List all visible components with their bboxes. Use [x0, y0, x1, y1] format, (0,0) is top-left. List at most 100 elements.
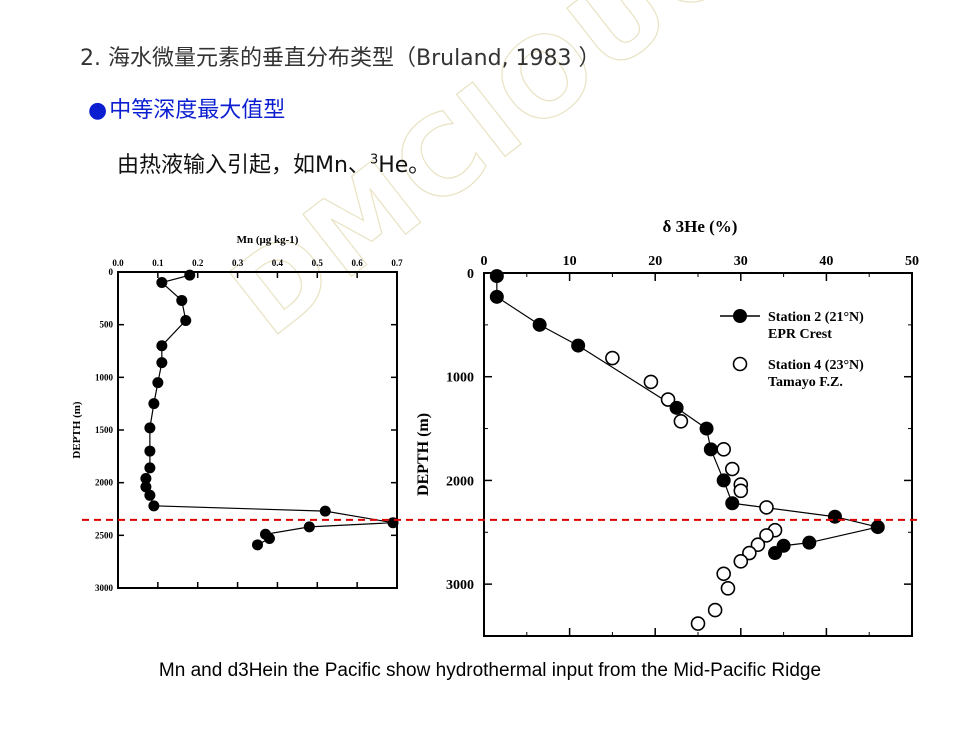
y-tick-label: 1000	[446, 371, 474, 386]
station4-data-point	[605, 350, 620, 366]
x-tick-label: 0.2	[192, 258, 204, 268]
station4-data-point	[759, 500, 774, 515]
x-tick-label: 0.1	[152, 258, 164, 268]
station4-data-point	[690, 616, 706, 631]
y-tick-label: 0	[467, 267, 474, 282]
y-tick-label: 2000	[95, 478, 114, 488]
legend-label-station2: Station 2 (21°N)	[768, 310, 864, 325]
x-tick-label: 30	[734, 254, 748, 269]
chart-title: Mn (μg kg-1)	[237, 234, 299, 246]
station2-data-point	[802, 535, 817, 550]
station4-data-point	[724, 461, 740, 477]
mn-data-point	[156, 277, 168, 289]
legend-marker-station4	[732, 356, 748, 372]
x-tick-label: 20	[648, 254, 662, 269]
chart-title: δ 3He (%)	[663, 217, 738, 236]
y-tick-label: 3000	[446, 578, 474, 593]
description: 由热液输入引起，如Mn、3He。	[117, 147, 430, 179]
mn-data-point	[319, 505, 331, 517]
station4-data-point	[707, 602, 723, 618]
legend-marker-station2	[733, 309, 747, 323]
section-heading-text: 中等深度最大值型	[109, 98, 286, 123]
y-axis-label: DEPTH (m)	[71, 401, 83, 458]
mn-data-point	[140, 481, 152, 493]
station2-segment	[577, 345, 677, 409]
x-tick-label: 0.0	[112, 258, 124, 268]
y-tick-label: 1500	[95, 425, 114, 435]
x-tick-label: 0.3	[232, 258, 244, 268]
description-text: 由热液输入引起，如Mn、	[117, 153, 370, 178]
x-tick-label: 0	[481, 254, 488, 269]
station4-data-point	[750, 537, 766, 553]
mn-data-point	[252, 539, 263, 551]
x-tick-label: 0.7	[391, 258, 403, 268]
station2-data-point	[703, 442, 718, 457]
section-heading: ●中等深度最大值型	[88, 92, 285, 124]
mn-data-point	[144, 445, 156, 457]
mn-data-point	[144, 462, 156, 474]
legend-label-station4: Station 4 (23°N)	[768, 358, 864, 373]
legend-label-station4-line2: Tamayo F.Z.	[768, 375, 843, 390]
station2-data-point	[768, 546, 783, 561]
mn-data-point	[176, 294, 188, 306]
station4-data-point	[733, 554, 749, 569]
station4-data-point	[660, 392, 676, 407]
y-axis-label: DEPTH (m)	[415, 413, 432, 496]
station2-data-point	[725, 496, 740, 511]
station2-segment	[834, 516, 878, 528]
description-suffix: He。	[378, 153, 431, 178]
x-tick-label: 40	[819, 254, 833, 269]
station4-data-point	[733, 483, 749, 499]
y-tick-label: 1000	[95, 372, 114, 382]
y-tick-label: 2500	[95, 530, 114, 540]
station2-segment	[809, 526, 878, 544]
mn-data-point	[156, 357, 168, 369]
x-tick-label: 50	[905, 254, 919, 269]
legend-label-station2-line2: EPR Crest	[768, 327, 832, 342]
station2-data-point	[870, 520, 885, 535]
station2-segment	[496, 296, 540, 326]
x-tick-label: 0.5	[312, 258, 324, 268]
y-tick-label: 2000	[446, 474, 474, 489]
y-tick-label: 0	[109, 267, 114, 277]
station2-segment	[732, 502, 836, 518]
station4-data-point	[716, 566, 731, 582]
mn-data-point	[184, 269, 196, 281]
mn-data-point	[156, 340, 168, 352]
station2-data-point	[489, 289, 504, 304]
station4-data-point	[673, 414, 689, 429]
mn-data-point	[180, 314, 192, 326]
station4-data-point	[742, 545, 757, 561]
station2-data-point	[699, 421, 714, 436]
station2-data-point	[571, 338, 586, 353]
station2-data-point	[489, 269, 504, 284]
mn-data-point	[144, 489, 156, 501]
figure-caption: Mn and d3Hein the Pacific show hydrother…	[158, 660, 822, 681]
x-tick-label: 10	[563, 254, 577, 269]
station4-data-point	[720, 580, 736, 596]
description-sup: 3	[369, 152, 379, 168]
station2-segment	[539, 324, 579, 347]
mn-data-point	[303, 521, 315, 533]
x-tick-label: 0.6	[352, 258, 364, 268]
x-tick-label: 0.4	[272, 258, 284, 268]
mn-data-point	[152, 377, 164, 389]
y-tick-label: 3000	[95, 583, 114, 593]
mn-data-point	[148, 398, 160, 410]
bullet-icon: ●	[88, 98, 108, 123]
mn-data-point	[140, 472, 152, 484]
y-tick-label: 500	[100, 320, 114, 330]
station4-data-point	[643, 374, 659, 390]
mn-data-point	[144, 422, 156, 434]
page-title: 2. 海水微量元素的垂直分布类型（Bruland, 1983 ）	[80, 46, 601, 71]
mn-data-point	[148, 500, 160, 512]
station2-data-point	[669, 400, 684, 415]
mn-data-point	[263, 532, 275, 544]
station2-data-point	[532, 317, 547, 332]
station2-data-point	[716, 473, 731, 488]
station4-data-point	[759, 528, 774, 543]
